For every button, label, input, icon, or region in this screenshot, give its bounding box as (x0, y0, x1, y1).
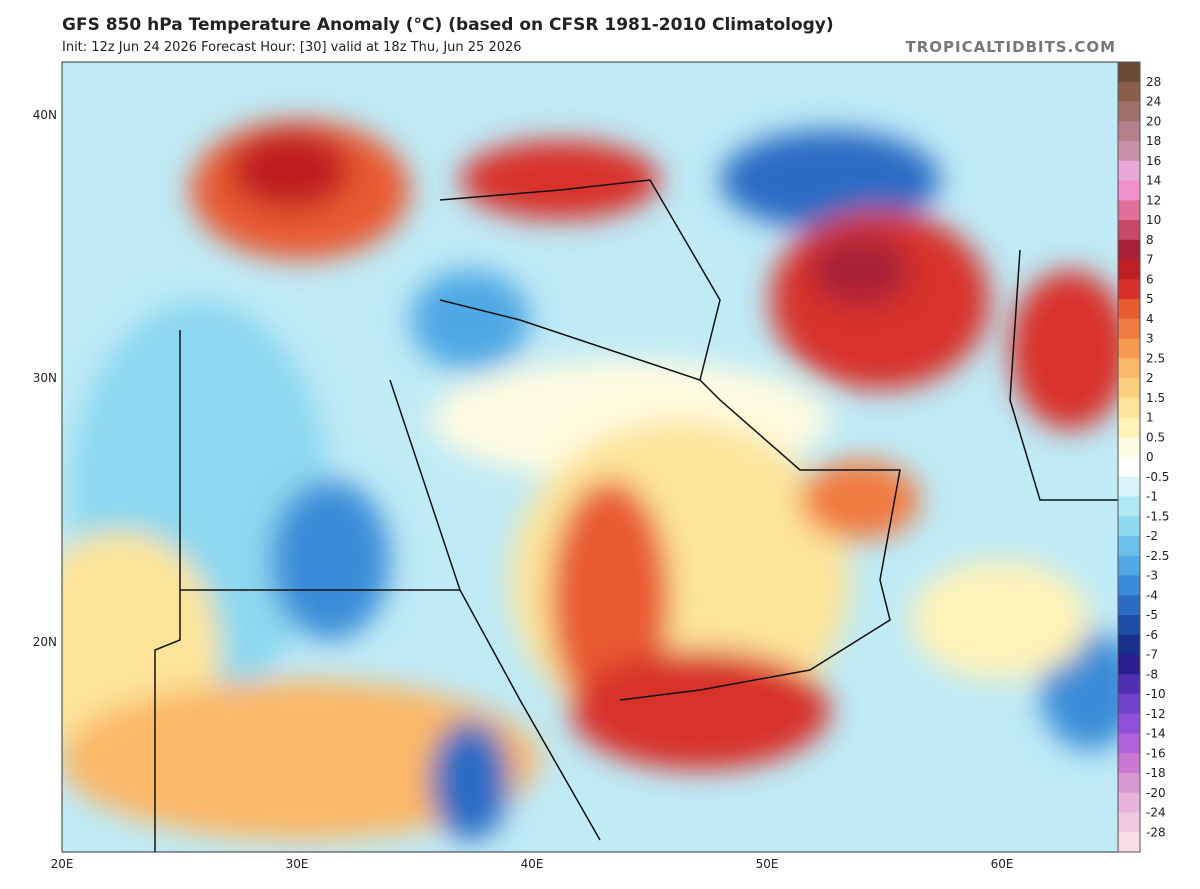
colorbar-swatch (1118, 220, 1140, 241)
colorbar-label: -3 (1146, 569, 1158, 583)
colorbar-frame (1117, 61, 1141, 853)
colorbar-label: -8 (1146, 667, 1158, 681)
colorbar-swatch (1118, 338, 1140, 359)
colorbar-label: -2 (1146, 529, 1158, 543)
colorbar-label: -12 (1146, 707, 1166, 721)
colorbar-swatch (1118, 476, 1140, 497)
colorbar-label: 12 (1146, 193, 1161, 207)
brand: TROPICALTIDBITS.COM (906, 38, 1117, 56)
colorbar-swatch (1118, 812, 1140, 833)
colorbar-swatch (1118, 160, 1140, 181)
colorbar-swatch (1118, 733, 1140, 754)
colorbar-swatch (1118, 259, 1140, 280)
lon-label: 40E (521, 857, 544, 871)
colorbar-label: 0.5 (1146, 430, 1165, 444)
colorbar-swatch (1118, 753, 1140, 774)
colorbar-swatch (1118, 397, 1140, 418)
colorbar-swatch (1118, 615, 1140, 636)
colorbar-swatch (1118, 417, 1140, 438)
colorbar-label: 16 (1146, 154, 1161, 168)
colorbar-swatch (1118, 516, 1140, 537)
colorbar-swatch (1118, 62, 1140, 83)
anomaly-field (62, 62, 1118, 852)
colorbar-label: -2.5 (1146, 549, 1169, 563)
lat-label: 30N (33, 371, 57, 385)
colorbar-swatch (1118, 674, 1140, 695)
colorbar-label: -10 (1146, 687, 1166, 701)
subtitle: Init: 12z Jun 24 2026 Forecast Hour: [30… (62, 40, 522, 55)
colorbar-label: 1.5 (1146, 391, 1165, 405)
colorbar-swatch (1118, 437, 1140, 458)
colorbar-label: 10 (1146, 213, 1161, 227)
colorbar-label: -28 (1146, 825, 1166, 839)
lon-label: 50E (756, 857, 779, 871)
colorbar-swatch (1118, 358, 1140, 379)
colorbar-label: 8 (1146, 233, 1154, 247)
lon-label: 60E (991, 857, 1014, 871)
colorbar-label: 14 (1146, 174, 1161, 188)
colorbar-swatch (1118, 200, 1140, 221)
colorbar-swatch (1118, 141, 1140, 162)
colorbar-label: -1.5 (1146, 509, 1169, 523)
colorbar-swatch (1118, 595, 1140, 616)
colorbar-label: -18 (1146, 766, 1166, 780)
colorbar-swatch (1118, 279, 1140, 300)
colorbar-swatch (1118, 378, 1140, 399)
colorbar-swatch (1118, 832, 1140, 853)
colorbar-swatch (1118, 555, 1140, 576)
colorbar-label: 2 (1146, 371, 1154, 385)
colorbar-label: 5 (1146, 292, 1154, 306)
colorbar-swatch (1118, 575, 1140, 596)
colorbar-label: 18 (1146, 134, 1161, 148)
colorbar-label: 1 (1146, 411, 1154, 425)
title: GFS 850 hPa Temperature Anomaly (°C) (ba… (62, 15, 834, 35)
colorbar-label: 20 (1146, 114, 1161, 128)
colorbar-label: 28 (1146, 75, 1161, 89)
lon-label: 30E (286, 857, 309, 871)
colorbar-swatch (1118, 457, 1140, 478)
colorbar-label: -7 (1146, 648, 1158, 662)
colorbar-swatch (1118, 180, 1140, 201)
colorbar-label: 2.5 (1146, 351, 1165, 365)
colorbar-label: 0 (1146, 450, 1154, 464)
colorbar-label: -6 (1146, 628, 1158, 642)
colorbar-swatch (1118, 654, 1140, 675)
colorbar-label: 6 (1146, 272, 1154, 286)
colorbar-label: -16 (1146, 746, 1166, 760)
colorbar-swatch (1118, 713, 1140, 734)
colorbar-swatch (1118, 773, 1140, 794)
colorbar-swatch (1118, 634, 1140, 655)
colorbar-swatch (1118, 239, 1140, 260)
colorbar-swatch (1118, 101, 1140, 122)
colorbar-label: -20 (1146, 786, 1166, 800)
axis-labels: 40N 30N 20N 20E 30E 40E 50E 60E (33, 108, 1014, 871)
colorbar-label: -24 (1146, 806, 1166, 820)
colorbar-swatch (1118, 536, 1140, 557)
colorbar: 28 24 20 18 16 14 12 10 8 7 6 5 4 3 2.5 2 1.5 1 0.5 0 -0.5 -1… (1117, 61, 1169, 853)
lat-label: 40N (33, 108, 57, 122)
colorbar-swatch (1118, 81, 1140, 102)
colorbar-label: 7 (1146, 253, 1154, 267)
colorbar-swatch (1118, 318, 1140, 339)
lat-label: 20N (33, 635, 57, 649)
colorbar-swatch (1118, 792, 1140, 813)
colorbar-swatch (1118, 121, 1140, 142)
colorbar-swatch (1118, 694, 1140, 715)
colorbar-label: -1 (1146, 490, 1158, 504)
colorbar-label: -0.5 (1146, 470, 1169, 484)
colorbar-label: -4 (1146, 588, 1158, 602)
colorbar-swatch (1118, 299, 1140, 320)
colorbar-label: -5 (1146, 608, 1158, 622)
colorbar-label: 24 (1146, 95, 1161, 109)
colorbar-swatch (1118, 496, 1140, 517)
colorbar-label: 3 (1146, 332, 1154, 346)
colorbar-label: 4 (1146, 312, 1154, 326)
lon-label: 20E (51, 857, 74, 871)
colorbar-label: -14 (1146, 727, 1166, 741)
